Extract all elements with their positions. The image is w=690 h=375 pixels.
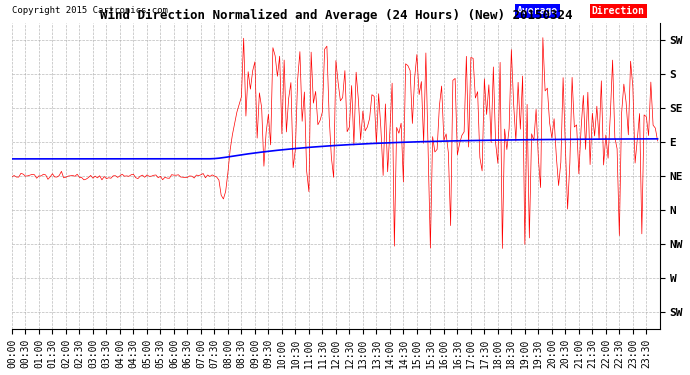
Text: Copyright 2015 Cartronics.com: Copyright 2015 Cartronics.com (12, 6, 168, 15)
Title: Wind Direction Normalized and Average (24 Hours) (New) 20150324: Wind Direction Normalized and Average (2… (99, 9, 572, 22)
Text: Average: Average (518, 6, 558, 16)
Text: Direction: Direction (592, 6, 644, 16)
